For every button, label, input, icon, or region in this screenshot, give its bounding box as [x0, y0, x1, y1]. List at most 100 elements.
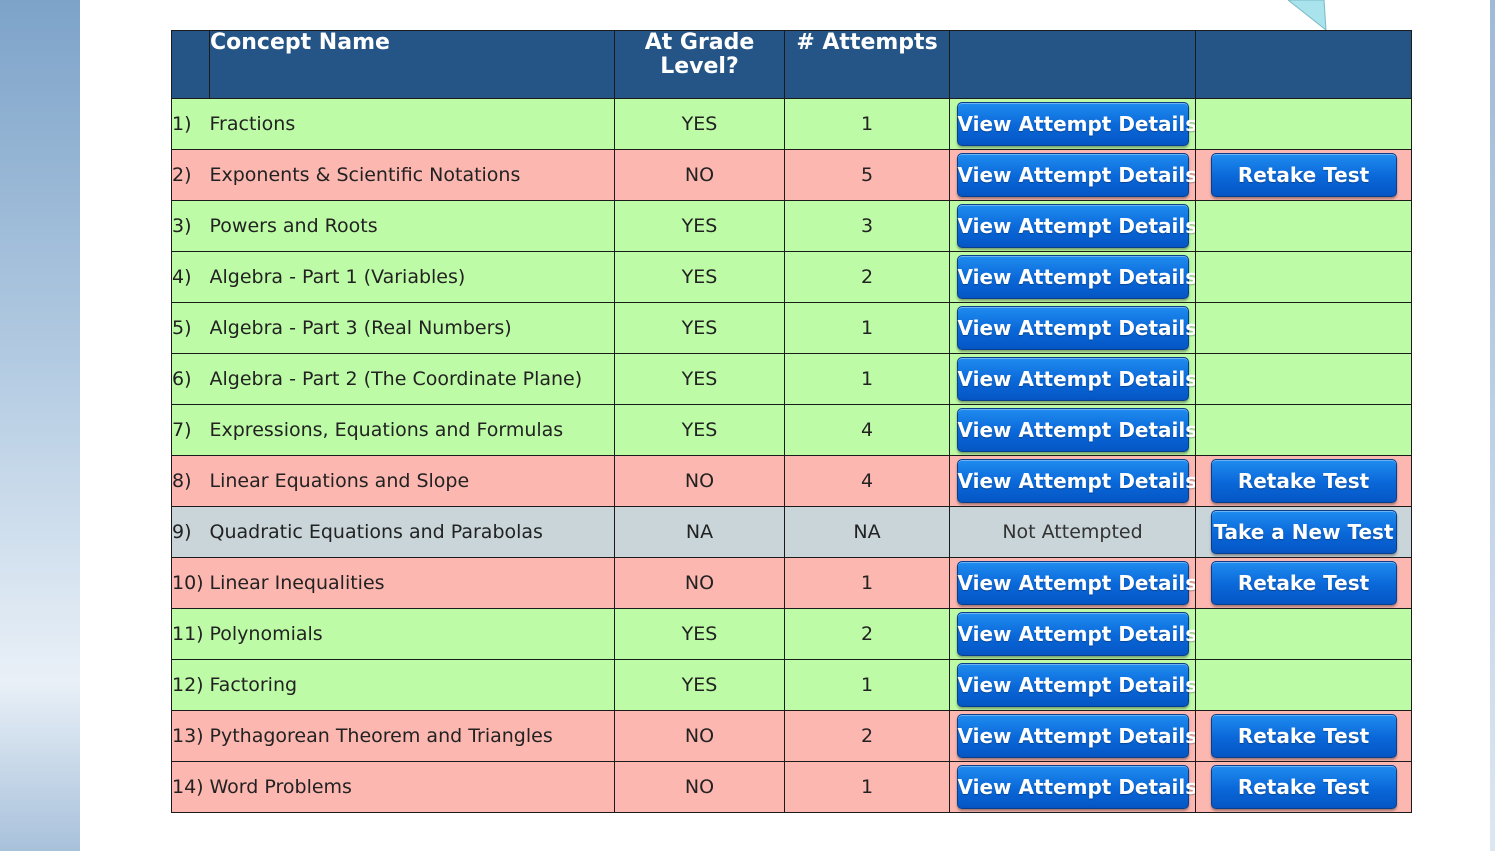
view-attempt-details-button[interactable]: View Attempt Details — [956, 663, 1195, 707]
table-row: 3) Powers and Roots YES 3 View Attempt Detai… — [171, 200, 1412, 252]
detail-cell: View Attempt Details — [949, 302, 1196, 354]
view-attempt-details-button[interactable]: View Attempt Details — [956, 408, 1195, 452]
attempts-count: 2 — [784, 608, 950, 660]
row-index: 3) — [171, 200, 210, 252]
detail-cell: View Attempt Details — [949, 557, 1196, 609]
row-index: 7) — [171, 404, 210, 456]
concept-name: Quadratic Equations and Parabolas — [209, 506, 615, 558]
header-at-grade-level-label: At Grade Level? — [644, 30, 755, 79]
row-index: 8) — [171, 455, 210, 507]
concept-name: Algebra - Part 3 (Real Numbers) — [209, 302, 615, 354]
retake-test-button[interactable]: Retake Test — [1210, 561, 1397, 605]
concept-name: Word Problems — [209, 761, 615, 813]
concepts-table: Concept Name At Grade Level? # Attempts … — [171, 30, 1412, 813]
header-concept-name: Concept Name — [209, 30, 615, 99]
concept-name: Linear Inequalities — [209, 557, 615, 609]
detail-cell: View Attempt Details — [949, 149, 1196, 201]
detail-cell: View Attempt Details — [949, 98, 1196, 150]
table-row: 8) Linear Equations and Slope NO 4 View Atte… — [171, 455, 1412, 507]
detail-cell: Not Attempted — [949, 506, 1196, 558]
detail-cell: View Attempt Details — [949, 353, 1196, 405]
row-index: 13) — [171, 710, 210, 762]
view-attempt-details-button[interactable]: View Attempt Details — [956, 102, 1195, 146]
table-row: 6) Algebra - Part 2 (The Coordinate Plane… — [171, 353, 1412, 405]
concept-name: Expressions, Equations and Formulas — [209, 404, 615, 456]
view-attempt-details-button[interactable]: View Attempt Details — [956, 306, 1195, 350]
at-grade-level-value: YES — [614, 251, 785, 303]
at-grade-level-value: NO — [614, 557, 785, 609]
action-cell — [1195, 251, 1412, 303]
table-row: 2) Exponents & Scientific Notations NO 5 Vie… — [171, 149, 1412, 201]
row-index: 6) — [171, 353, 210, 405]
row-index: 11) — [171, 608, 210, 660]
attempts-count: 1 — [784, 353, 950, 405]
view-attempt-details-button[interactable]: View Attempt Details — [956, 612, 1195, 656]
at-grade-level-value: YES — [614, 302, 785, 354]
view-attempt-details-button[interactable]: View Attempt Details — [956, 204, 1195, 248]
background-right-edge — [1490, 0, 1495, 851]
at-grade-level-value: NA — [614, 506, 785, 558]
table-row: 11) Polynomials YES 2 View Attempt Details — [171, 608, 1412, 660]
header-actions — [1195, 30, 1412, 99]
row-index: 12) — [171, 659, 210, 711]
retake-test-button[interactable]: Retake Test — [1210, 714, 1397, 758]
at-grade-level-value: NO — [614, 710, 785, 762]
at-grade-level-value: YES — [614, 404, 785, 456]
table-row: 10) Linear Inequalities NO 1 View Attempt De… — [171, 557, 1412, 609]
header-attempts: # Attempts — [784, 30, 950, 99]
row-index: 14) — [171, 761, 210, 813]
retake-test-button[interactable]: Retake Test — [1210, 459, 1397, 503]
action-cell — [1195, 200, 1412, 252]
at-grade-level-value: YES — [614, 200, 785, 252]
attempts-count: 4 — [784, 404, 950, 456]
detail-cell: View Attempt Details — [949, 761, 1196, 813]
view-attempt-details-button[interactable]: View Attempt Details — [956, 357, 1195, 401]
concept-name: Powers and Roots — [209, 200, 615, 252]
row-index: 10) — [171, 557, 210, 609]
table-row: 7) Expressions, Equations and Formulas YES… — [171, 404, 1412, 456]
at-grade-level-value: YES — [614, 659, 785, 711]
view-attempt-details-button[interactable]: View Attempt Details — [956, 153, 1195, 197]
concept-name: Exponents & Scientific Notations — [209, 149, 615, 201]
at-grade-level-value: NO — [614, 761, 785, 813]
action-cell — [1195, 404, 1412, 456]
view-attempt-details-button[interactable]: View Attempt Details — [956, 765, 1195, 809]
row-index: 1) — [171, 98, 210, 150]
view-attempt-details-button[interactable]: View Attempt Details — [956, 714, 1195, 758]
background-left-panel — [0, 0, 80, 851]
table-row: 14) Word Problems NO 1 View Attempt Details R… — [171, 761, 1412, 813]
decorative-pointer-shape — [1288, 0, 1327, 30]
detail-cell: View Attempt Details — [949, 200, 1196, 252]
header-details — [949, 30, 1196, 99]
action-cell: Take a New Test — [1195, 506, 1412, 558]
attempts-count: 1 — [784, 659, 950, 711]
detail-cell: View Attempt Details — [949, 455, 1196, 507]
retake-test-button[interactable]: Retake Test — [1210, 153, 1397, 197]
header-index — [171, 30, 210, 99]
retake-test-button[interactable]: Retake Test — [1210, 765, 1397, 809]
take-new-test-button[interactable]: Take a New Test — [1210, 510, 1397, 554]
table-row: 4) Algebra - Part 1 (Variables) YES 2 View A… — [171, 251, 1412, 303]
table-header-row: Concept Name At Grade Level? # Attempts — [171, 30, 1412, 99]
detail-cell: View Attempt Details — [949, 404, 1196, 456]
concept-name: Fractions — [209, 98, 615, 150]
table-row: 5) Algebra - Part 3 (Real Numbers) YES 1 Vie… — [171, 302, 1412, 354]
concept-name: Polynomials — [209, 608, 615, 660]
row-index: 5) — [171, 302, 210, 354]
table-row: 12) Factoring YES 1 View Attempt Details — [171, 659, 1412, 711]
header-at-grade-level: At Grade Level? — [614, 30, 785, 99]
view-attempt-details-button[interactable]: View Attempt Details — [956, 561, 1195, 605]
detail-cell: View Attempt Details — [949, 608, 1196, 660]
not-attempted-label: Not Attempted — [1002, 521, 1143, 543]
row-index: 2) — [171, 149, 210, 201]
table-row: 9) Quadratic Equations and Parabolas NA NA N… — [171, 506, 1412, 558]
attempts-count: 5 — [784, 149, 950, 201]
view-attempt-details-button[interactable]: View Attempt Details — [956, 459, 1195, 503]
action-cell — [1195, 98, 1412, 150]
action-cell: Retake Test — [1195, 761, 1412, 813]
action-cell — [1195, 353, 1412, 405]
at-grade-level-value: NO — [614, 149, 785, 201]
view-attempt-details-button[interactable]: View Attempt Details — [956, 255, 1195, 299]
concept-name: Linear Equations and Slope — [209, 455, 615, 507]
at-grade-level-value: YES — [614, 353, 785, 405]
